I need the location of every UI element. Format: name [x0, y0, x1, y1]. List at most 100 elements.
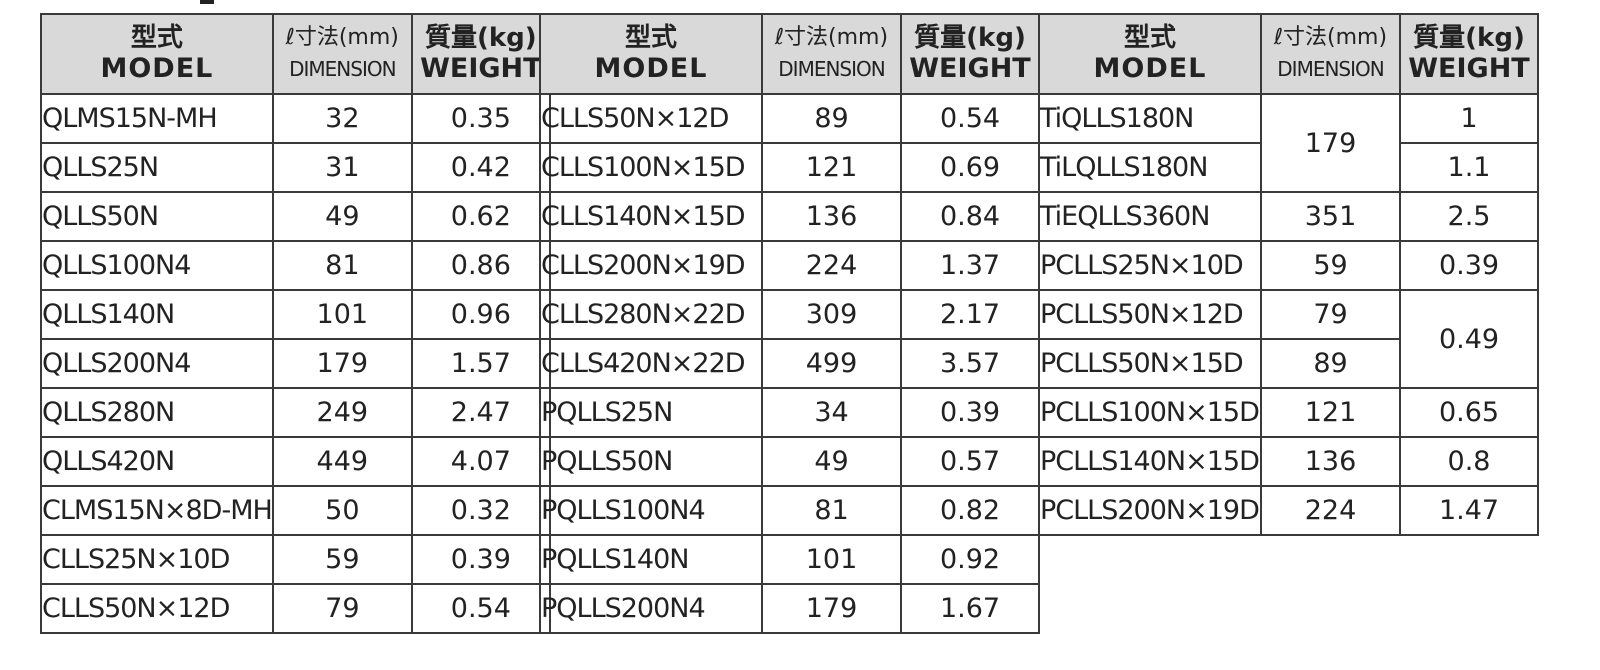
model-header-jp: 型式: [130, 23, 183, 53]
table-row: PQLLS140N 101 0.92: [539, 534, 1040, 585]
weight-header: 質量(kg) WEIGHT: [410, 13, 551, 95]
dimension-cell: 81: [761, 485, 902, 536]
table-row: QLMS15N-MH 32 0.35: [40, 93, 551, 144]
dimension-cell: 59: [1260, 240, 1401, 291]
weight-cell: 1: [1399, 93, 1539, 144]
table-row: TiEQLLS360N 351 2.5: [1038, 191, 1539, 242]
model-cell: QLLS280N: [40, 387, 274, 438]
dimension-cell: 136: [1260, 436, 1401, 487]
dimension-cell: 101: [271, 289, 413, 340]
table-row: PQLLS25N 34 0.39: [539, 387, 1040, 438]
table-row: QLLS25N 31 0.42: [40, 142, 551, 193]
model-header-en: MODEL: [594, 53, 708, 84]
model-cell: QLLS200N4: [40, 338, 274, 389]
table-row: PCLLS200N×19D 224 1.47: [1038, 485, 1539, 536]
model-cell: CLLS140N×15D: [539, 191, 763, 242]
model-cell: PCLLS25N×10D: [1038, 240, 1262, 291]
dimension-header-en: DIMENSION: [778, 57, 885, 81]
model-cell: CLMS15N×8D-MH: [40, 485, 274, 536]
model-cell: CLLS420N×22D: [539, 338, 763, 389]
model-cell: TiLQLLS180N: [1038, 142, 1262, 193]
model-cell: QLLS100N4: [40, 240, 274, 291]
table-row: CLLS200N×19D 224 1.37: [539, 240, 1040, 291]
model-cell: QLLS140N: [40, 289, 274, 340]
weight-header-en: WEIGHT: [909, 53, 1031, 84]
table-row: PQLLS100N4 81 0.82: [539, 485, 1040, 536]
table-row: PCLLS25N×10D 59 0.39: [1038, 240, 1539, 291]
header-row: 型式 MODEL ℓ寸法(mm) DIMENSION 質量(kg) WEIGHT: [1038, 13, 1539, 95]
dimension-cell: 81: [271, 240, 413, 291]
table-row: CLMS15N×8D-MH 50 0.32: [40, 485, 551, 536]
model-cell: QLLS25N: [40, 142, 274, 193]
table-row: PCLLS140N×15D 136 0.8: [1038, 436, 1539, 487]
model-header-jp: 型式: [624, 23, 677, 53]
dimension-cell: 179: [761, 583, 902, 634]
table-row: PQLLS200N4 179 1.67: [539, 583, 1040, 634]
table-row: CLLS100N×15D 121 0.69: [539, 142, 1040, 193]
weight-cell: 1.1: [1399, 142, 1539, 193]
weight-cell: 0.65: [1399, 387, 1539, 438]
table-row: PCLLS50N×12D 79 0.49: [1038, 289, 1539, 389]
dimension-cell: 309: [761, 289, 902, 340]
dimension-cell: 179: [1260, 93, 1401, 193]
table-row: QLLS140N 101 0.96: [40, 289, 551, 340]
dimension-cell: 89: [1260, 338, 1401, 389]
table-row: PQLLS50N 49 0.57: [539, 436, 1040, 487]
weight-cell: 0.54: [410, 583, 551, 634]
dimension-header-en: DIMENSION: [289, 57, 396, 81]
model-cell: CLLS50N×12D: [539, 93, 763, 144]
model-cell: QLLS420N: [40, 436, 274, 487]
weight-cell: 0.42: [410, 142, 551, 193]
weight-cell: 3.57: [900, 338, 1040, 389]
table-row: QLLS200N4 179 1.57: [40, 338, 551, 389]
weight-header-en: WEIGHT: [1408, 53, 1530, 84]
table-row: QLLS280N 249 2.47: [40, 387, 551, 438]
dimension-cell: 249: [271, 387, 413, 438]
weight-cell: 2.47: [410, 387, 551, 438]
model-cell: CLLS50N×12D: [40, 583, 274, 634]
dimension-cell: 224: [761, 240, 902, 291]
weight-cell: 0.92: [900, 534, 1040, 585]
spec-table-1: 型式 MODEL ℓ寸法(mm) DIMENSION 質量(kg) WEIGHT…: [40, 13, 551, 634]
weight-cell: 0.57: [900, 436, 1040, 487]
model-cell: CLLS25N×10D: [40, 534, 274, 585]
weight-header-jp: 質量(kg): [424, 23, 537, 53]
table-row: PCLLS100N×15D 121 0.65: [1038, 387, 1539, 438]
dimension-header-jp: ℓ寸法(mm): [774, 25, 889, 50]
table-row: CLLS140N×15D 136 0.84: [539, 191, 1040, 242]
dimension-cell: 351: [1260, 191, 1401, 242]
weight-header: 質量(kg) WEIGHT: [1399, 13, 1539, 95]
model-header: 型式 MODEL: [40, 13, 274, 95]
weight-header: 質量(kg) WEIGHT: [900, 13, 1040, 95]
weight-cell: 0.82: [900, 485, 1040, 536]
weight-cell: 1.57: [410, 338, 551, 389]
dimension-cell: 50: [271, 485, 413, 536]
model-cell: PCLLS50N×12D: [1038, 289, 1262, 340]
weight-header-en: WEIGHT: [420, 53, 542, 84]
dimension-header-jp: ℓ寸法(mm): [1273, 25, 1388, 50]
table-row: TiQLLS180N 179 1: [1038, 93, 1539, 193]
model-cell: CLLS200N×19D: [539, 240, 763, 291]
dimension-cell: 136: [761, 191, 902, 242]
model-cell: PQLLS140N: [539, 534, 763, 585]
table-row: TiLQLLS180N 1.1: [1038, 142, 1539, 193]
model-cell: PCLLS100N×15D: [1038, 387, 1262, 438]
table-row: QLLS100N4 81 0.86: [40, 240, 551, 291]
model-cell: PQLLS50N: [539, 436, 763, 487]
table-row: QLLS420N 449 4.07: [40, 436, 551, 487]
weight-cell: 0.39: [900, 387, 1040, 438]
weight-cell: 0.8: [1399, 436, 1539, 487]
dimension-header-jp: ℓ寸法(mm): [285, 25, 399, 50]
model-cell: PCLLS140N×15D: [1038, 436, 1262, 487]
table-row: CLLS25N×10D 59 0.39: [40, 534, 551, 585]
dimension-cell: 101: [761, 534, 902, 585]
dimension-cell: 59: [271, 534, 413, 585]
spec-table-3: 型式 MODEL ℓ寸法(mm) DIMENSION 質量(kg) WEIGHT…: [1038, 13, 1539, 536]
weight-cell: 1.47: [1399, 485, 1539, 536]
model-cell: TiEQLLS360N: [1038, 191, 1262, 242]
model-cell: PQLLS25N: [539, 387, 763, 438]
weight-cell: 0.39: [410, 534, 551, 585]
dimension-cell: 449: [271, 436, 413, 487]
table-row: CLLS280N×22D 309 2.17: [539, 289, 1040, 340]
table-row: PCLLS50N×15D 89: [1038, 338, 1538, 389]
